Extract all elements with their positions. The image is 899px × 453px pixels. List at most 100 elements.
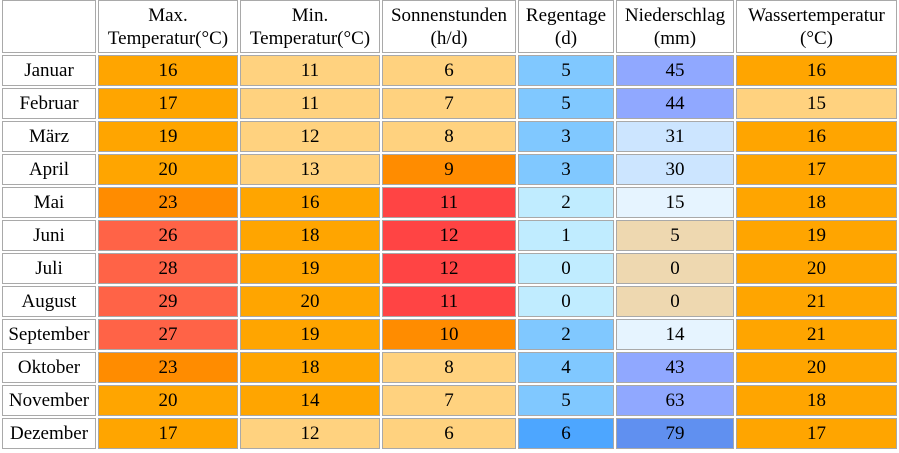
header-rain-days: Regentage (d) (518, 0, 614, 53)
water-temperature-cell: 17 (736, 418, 897, 449)
min-temperature-cell: 19 (240, 319, 380, 350)
precipitation-cell: 63 (616, 385, 734, 416)
min-temperature-cell: 19 (240, 253, 380, 284)
water-temperature-cell: 21 (736, 319, 897, 350)
month-label: Juli (2, 253, 96, 284)
sunshine-hours-cell: 8 (382, 352, 516, 383)
precipitation-cell: 15 (616, 187, 734, 218)
month-label: November (2, 385, 96, 416)
rain-days-cell: 6 (518, 418, 614, 449)
sunshine-hours-cell: 6 (382, 418, 516, 449)
month-label: Januar (2, 55, 96, 86)
min-temperature-cell: 16 (240, 187, 380, 218)
water-temperature-cell: 20 (736, 253, 897, 284)
rain-days-cell: 4 (518, 352, 614, 383)
min-temperature-cell: 12 (240, 418, 380, 449)
sunshine-hours-cell: 10 (382, 319, 516, 350)
max-temperature-cell: 23 (98, 187, 238, 218)
precipitation-cell: 0 (616, 286, 734, 317)
month-label: August (2, 286, 96, 317)
water-temperature-cell: 18 (736, 385, 897, 416)
rain-days-cell: 3 (518, 154, 614, 185)
header-sunshine-hours: Sonnenstunden (h/d) (382, 0, 516, 53)
min-temperature-cell: 13 (240, 154, 380, 185)
header-water-temperature: Wassertemperatur (°C) (736, 0, 897, 53)
table-row: Juni 26 18 12 1 5 19 (2, 220, 897, 251)
water-temperature-cell: 16 (736, 121, 897, 152)
sunshine-hours-cell: 7 (382, 385, 516, 416)
min-temperature-cell: 20 (240, 286, 380, 317)
precipitation-cell: 0 (616, 253, 734, 284)
table-row: Januar 16 11 6 5 45 16 (2, 55, 897, 86)
table-row: Dezember 17 12 6 6 79 17 (2, 418, 897, 449)
min-temperature-cell: 18 (240, 220, 380, 251)
header-row: Max. Temperatur(°C) Min. Temperatur(°C) So… (2, 0, 897, 53)
max-temperature-cell: 20 (98, 154, 238, 185)
table-row: Juli 28 19 12 0 0 20 (2, 253, 897, 284)
sunshine-hours-cell: 11 (382, 187, 516, 218)
max-temperature-cell: 16 (98, 55, 238, 86)
water-temperature-cell: 17 (736, 154, 897, 185)
table-row: März 19 12 8 3 31 16 (2, 121, 897, 152)
month-label: Februar (2, 88, 96, 119)
rain-days-cell: 5 (518, 55, 614, 86)
min-temperature-cell: 18 (240, 352, 380, 383)
rain-days-cell: 2 (518, 187, 614, 218)
water-temperature-cell: 21 (736, 286, 897, 317)
table-row: September 27 19 10 2 14 21 (2, 319, 897, 350)
header-precipitation: Niederschlag (mm) (616, 0, 734, 53)
max-temperature-cell: 17 (98, 88, 238, 119)
climate-table-body: Januar 16 11 6 5 45 16 Februar 17 11 7 5 44 15 März 19 1… (2, 55, 897, 449)
header-max-temperature: Max. Temperatur(°C) (98, 0, 238, 53)
water-temperature-cell: 20 (736, 352, 897, 383)
precipitation-cell: 31 (616, 121, 734, 152)
precipitation-cell: 44 (616, 88, 734, 119)
sunshine-hours-cell: 8 (382, 121, 516, 152)
rain-days-cell: 1 (518, 220, 614, 251)
month-label: Juni (2, 220, 96, 251)
max-temperature-cell: 23 (98, 352, 238, 383)
sunshine-hours-cell: 11 (382, 286, 516, 317)
table-row: Oktober 23 18 8 4 43 20 (2, 352, 897, 383)
month-label: September (2, 319, 96, 350)
min-temperature-cell: 11 (240, 88, 380, 119)
month-label: Oktober (2, 352, 96, 383)
rain-days-cell: 0 (518, 286, 614, 317)
precipitation-cell: 5 (616, 220, 734, 251)
sunshine-hours-cell: 12 (382, 253, 516, 284)
max-temperature-cell: 17 (98, 418, 238, 449)
min-temperature-cell: 11 (240, 55, 380, 86)
precipitation-cell: 45 (616, 55, 734, 86)
rain-days-cell: 5 (518, 88, 614, 119)
precipitation-cell: 79 (616, 418, 734, 449)
max-temperature-cell: 20 (98, 385, 238, 416)
precipitation-cell: 14 (616, 319, 734, 350)
rain-days-cell: 0 (518, 253, 614, 284)
month-label: Mai (2, 187, 96, 218)
month-label: April (2, 154, 96, 185)
table-row: Februar 17 11 7 5 44 15 (2, 88, 897, 119)
min-temperature-cell: 14 (240, 385, 380, 416)
table-row: August 29 20 11 0 0 21 (2, 286, 897, 317)
max-temperature-cell: 29 (98, 286, 238, 317)
sunshine-hours-cell: 12 (382, 220, 516, 251)
max-temperature-cell: 19 (98, 121, 238, 152)
table-row: April 20 13 9 3 30 17 (2, 154, 897, 185)
month-label: März (2, 121, 96, 152)
rain-days-cell: 3 (518, 121, 614, 152)
min-temperature-cell: 12 (240, 121, 380, 152)
precipitation-cell: 43 (616, 352, 734, 383)
water-temperature-cell: 19 (736, 220, 897, 251)
table-row: November 20 14 7 5 63 18 (2, 385, 897, 416)
max-temperature-cell: 27 (98, 319, 238, 350)
header-min-temperature: Min. Temperatur(°C) (240, 0, 380, 53)
month-label: Dezember (2, 418, 96, 449)
water-temperature-cell: 15 (736, 88, 897, 119)
max-temperature-cell: 26 (98, 220, 238, 251)
max-temperature-cell: 28 (98, 253, 238, 284)
precipitation-cell: 30 (616, 154, 734, 185)
sunshine-hours-cell: 6 (382, 55, 516, 86)
rain-days-cell: 5 (518, 385, 614, 416)
rain-days-cell: 2 (518, 319, 614, 350)
